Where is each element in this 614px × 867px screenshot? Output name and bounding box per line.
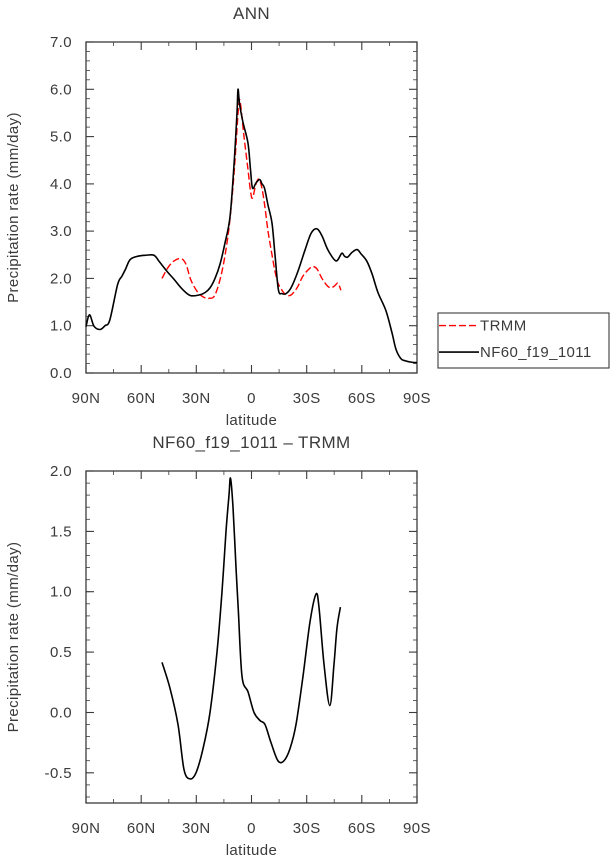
svg-text:TRMM: TRMM: [480, 318, 527, 335]
svg-text:1.0: 1.0: [50, 584, 72, 601]
svg-text:30S: 30S: [293, 820, 321, 837]
svg-text:0.0: 0.0: [50, 365, 72, 382]
svg-text:Precipitation rate (mm/day): Precipitation rate (mm/day): [5, 542, 22, 733]
svg-text:90N: 90N: [72, 820, 101, 837]
svg-text:0.5: 0.5: [50, 644, 72, 661]
svg-text:1.5: 1.5: [50, 523, 72, 540]
svg-text:90S: 90S: [403, 820, 431, 837]
svg-text:90S: 90S: [403, 390, 431, 407]
svg-text:NF60_f19_1011: NF60_f19_1011: [480, 344, 592, 361]
svg-text:60S: 60S: [348, 820, 376, 837]
svg-text:0.0: 0.0: [50, 705, 72, 722]
svg-text:60N: 60N: [127, 820, 156, 837]
svg-text:2.0: 2.0: [50, 270, 72, 287]
svg-text:1.0: 1.0: [50, 318, 72, 335]
svg-text:30S: 30S: [293, 390, 321, 407]
svg-text:0: 0: [247, 390, 256, 407]
svg-text:Precipitation rate (mm/day): Precipitation rate (mm/day): [5, 112, 22, 303]
svg-text:60N: 60N: [127, 390, 156, 407]
svg-text:latitude: latitude: [226, 412, 278, 429]
svg-text:NF60_f19_1011 – TRMM: NF60_f19_1011 – TRMM: [152, 433, 350, 452]
svg-text:30N: 30N: [182, 390, 211, 407]
svg-text:6.0: 6.0: [50, 81, 72, 98]
svg-text:60S: 60S: [348, 390, 376, 407]
svg-text:-0.5: -0.5: [45, 765, 72, 782]
svg-text:90N: 90N: [72, 390, 101, 407]
svg-text:30N: 30N: [182, 820, 211, 837]
svg-text:latitude: latitude: [226, 842, 278, 859]
svg-text:3.0: 3.0: [50, 223, 72, 240]
svg-text:ANN: ANN: [233, 4, 270, 23]
svg-text:7.0: 7.0: [50, 34, 72, 51]
svg-text:5.0: 5.0: [50, 129, 72, 146]
svg-text:0: 0: [247, 820, 256, 837]
svg-text:4.0: 4.0: [50, 176, 72, 193]
svg-text:2.0: 2.0: [50, 463, 72, 480]
